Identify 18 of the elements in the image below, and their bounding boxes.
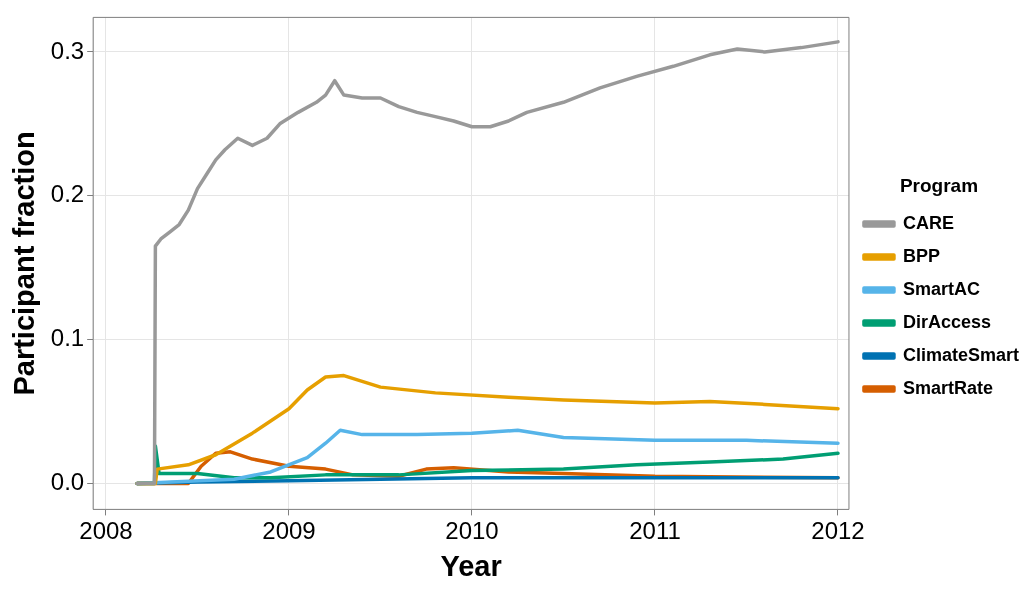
- legend-title: Program: [899, 174, 979, 196]
- x-axis-title: Year: [440, 549, 502, 582]
- y-tick-label: 0.0: [50, 468, 85, 496]
- legend-label: DirAccess: [902, 311, 992, 332]
- y-axis-title: Participant fraction: [8, 131, 41, 396]
- legend-label: CARE: [902, 212, 954, 233]
- y-tick-label: 0.2: [50, 180, 85, 208]
- y-tick-label: 0.1: [50, 324, 85, 352]
- legend-label: BPP: [902, 245, 940, 266]
- legend-label: SmartAC: [902, 278, 980, 299]
- x-tick-label: 2011: [629, 517, 681, 545]
- legend-label: SmartRate: [902, 377, 993, 398]
- x-tick-label: 2008: [79, 517, 133, 545]
- y-tick-label: 0.3: [50, 36, 85, 64]
- x-tick-label: 2009: [262, 517, 316, 545]
- x-tick-label: 2012: [811, 517, 865, 545]
- x-tick-label: 2010: [445, 517, 499, 545]
- legend-label: ClimateSmart: [902, 344, 1020, 365]
